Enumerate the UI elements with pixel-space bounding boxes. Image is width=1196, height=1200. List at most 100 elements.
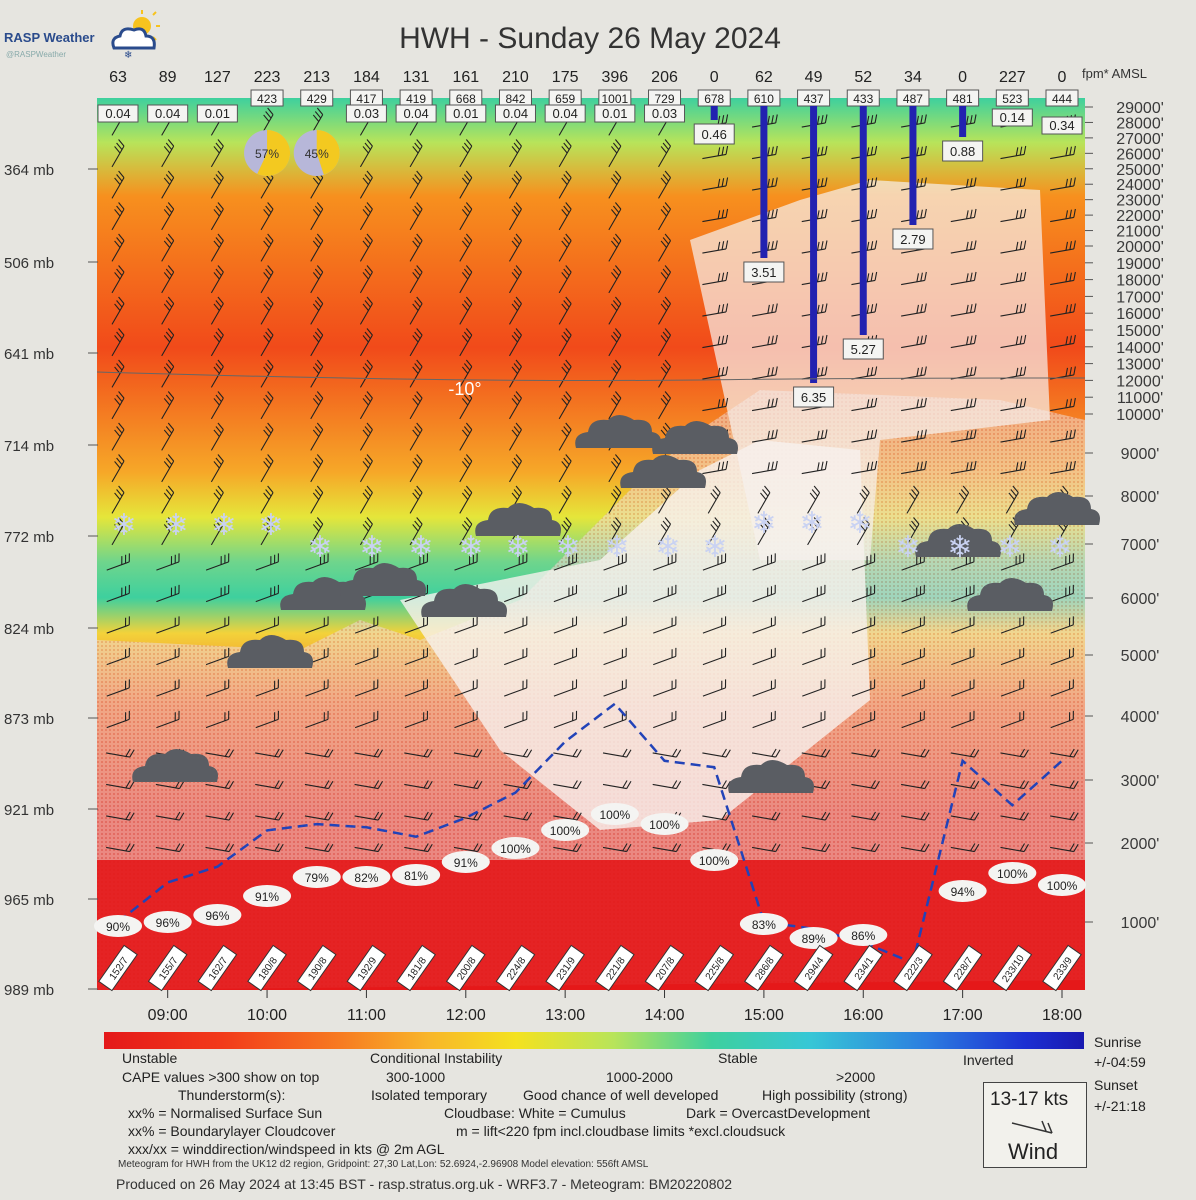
altitude-label: 17000': [1116, 289, 1164, 306]
wind-barb-flag: [312, 429, 320, 437]
wind-barb-flag: [820, 554, 822, 564]
wind-barb: [901, 460, 927, 475]
pressure-label: 989 mb: [4, 982, 54, 999]
wind-barb: [950, 271, 977, 286]
wind-barb-flag: [816, 210, 820, 219]
wind-barb-flag: [764, 517, 771, 525]
wind-barb-flag: [561, 240, 568, 248]
wind-barb: [210, 454, 224, 483]
wind-barb-flag: [526, 710, 528, 720]
wind-barb: [359, 454, 373, 483]
wind-barb-flag: [774, 616, 776, 625]
wind-barb-shaft: [658, 303, 672, 325]
wind-barb-flag: [163, 398, 171, 406]
wind-barb-flag: [278, 843, 284, 852]
wind-barb-flag: [771, 146, 774, 156]
sun-cloud-bubble: [590, 803, 639, 825]
wind-barb-flag: [366, 296, 373, 304]
wind-barb-flag: [174, 617, 176, 627]
wind-barb-flag: [163, 461, 171, 469]
wind-barb: [1050, 647, 1074, 666]
wind-barb-flag: [217, 328, 224, 336]
wind-barb-shaft: [156, 592, 180, 603]
wind-barb-flag: [1015, 273, 1019, 282]
wind-barb-shaft: [508, 397, 522, 420]
wind-barb-flag: [561, 335, 568, 343]
wind-barb: [702, 616, 727, 634]
sun-cloud-bubble: [342, 866, 391, 888]
wind-barb-flag: [213, 524, 220, 532]
wind-barb-flag: [423, 554, 425, 564]
wind-barb-flag: [760, 492, 767, 500]
wind-barb: [658, 517, 672, 546]
surface-sun-label: 96%: [205, 909, 229, 923]
wind-barb-shaft: [205, 561, 229, 571]
wind-barb: [751, 366, 778, 380]
cloud-shape: [421, 584, 507, 617]
wind-barb-flag: [515, 202, 522, 210]
wind-barb: [508, 265, 522, 294]
wind-barb-flag: [423, 649, 425, 658]
cape-value: 34: [904, 69, 922, 86]
wind-barb-shaft: [658, 366, 672, 388]
wind-barb-flag: [771, 209, 774, 219]
wind-barb-flag: [1023, 397, 1027, 407]
wind-barb-flag: [364, 394, 371, 402]
wind-barb-flag: [866, 556, 868, 565]
wind-barb-shaft: [1050, 718, 1074, 729]
wind-barb: [459, 422, 473, 451]
wind-barb-flag: [563, 331, 570, 339]
wind-barb-flag: [572, 748, 578, 757]
legend-thunder: Thunderstorm(s):: [178, 1087, 286, 1103]
wind-barb-flag: [970, 811, 976, 820]
wind-barb-flag: [522, 748, 529, 757]
wind-barb-flag: [165, 363, 173, 371]
wind-barb-flag: [1073, 303, 1076, 313]
legend-high: High possibility (strong): [762, 1087, 908, 1103]
wind-barb-flag: [924, 429, 927, 439]
wind-barb-flag: [167, 422, 175, 430]
wind-barb-flag: [724, 584, 727, 594]
wind-barb-flag: [427, 749, 433, 758]
wind-barb: [304, 811, 334, 821]
wind-barb: [851, 811, 880, 821]
wind-barb-flag: [725, 145, 729, 155]
wind-barb-flag: [178, 616, 180, 625]
lift-bar-box: [842, 338, 884, 360]
wind-barb-flag: [316, 233, 324, 241]
altitude-label: 20000': [1116, 239, 1164, 256]
wind-barb-shaft: [459, 271, 473, 294]
wind-barb-flag: [114, 429, 121, 437]
wind-barb-flag: [1008, 492, 1015, 500]
wind-barb-shaft: [1000, 655, 1024, 666]
snowflake-icon: ❄: [895, 531, 920, 564]
wind-barb: [1000, 177, 1027, 191]
wind-barb-flag: [612, 394, 620, 402]
wind-barb-flag: [565, 296, 572, 304]
wind-barb-flag: [414, 457, 421, 465]
wind-barb: [310, 265, 324, 294]
wind-barb: [851, 780, 880, 790]
wind-barb-flag: [426, 710, 429, 720]
cape-value: 62: [755, 69, 773, 86]
wind-barb-flag: [465, 454, 473, 462]
wind-barb-flag: [916, 210, 919, 219]
wind-barb-flag: [662, 520, 669, 528]
wind-barb-flag: [511, 240, 518, 248]
wind-barb: [658, 359, 672, 388]
wind-barb-flag: [561, 177, 568, 185]
wind-barb-flag: [167, 265, 175, 273]
wind-barb-flag: [626, 843, 632, 852]
wind-barb-shaft: [409, 460, 423, 483]
wind-barb-flag: [124, 649, 127, 658]
wind-barb-flag: [277, 584, 279, 594]
wind-barb-flag: [824, 647, 826, 657]
wind-barb: [901, 710, 925, 729]
wind-barb: [359, 233, 373, 262]
wind-barb: [1000, 240, 1027, 254]
wind-barb-flag: [762, 520, 769, 528]
wind-barb-flag: [412, 492, 419, 500]
wind-barb-flag: [775, 334, 778, 344]
wind-barb-flag: [163, 177, 171, 185]
wind-barb: [553, 780, 582, 790]
